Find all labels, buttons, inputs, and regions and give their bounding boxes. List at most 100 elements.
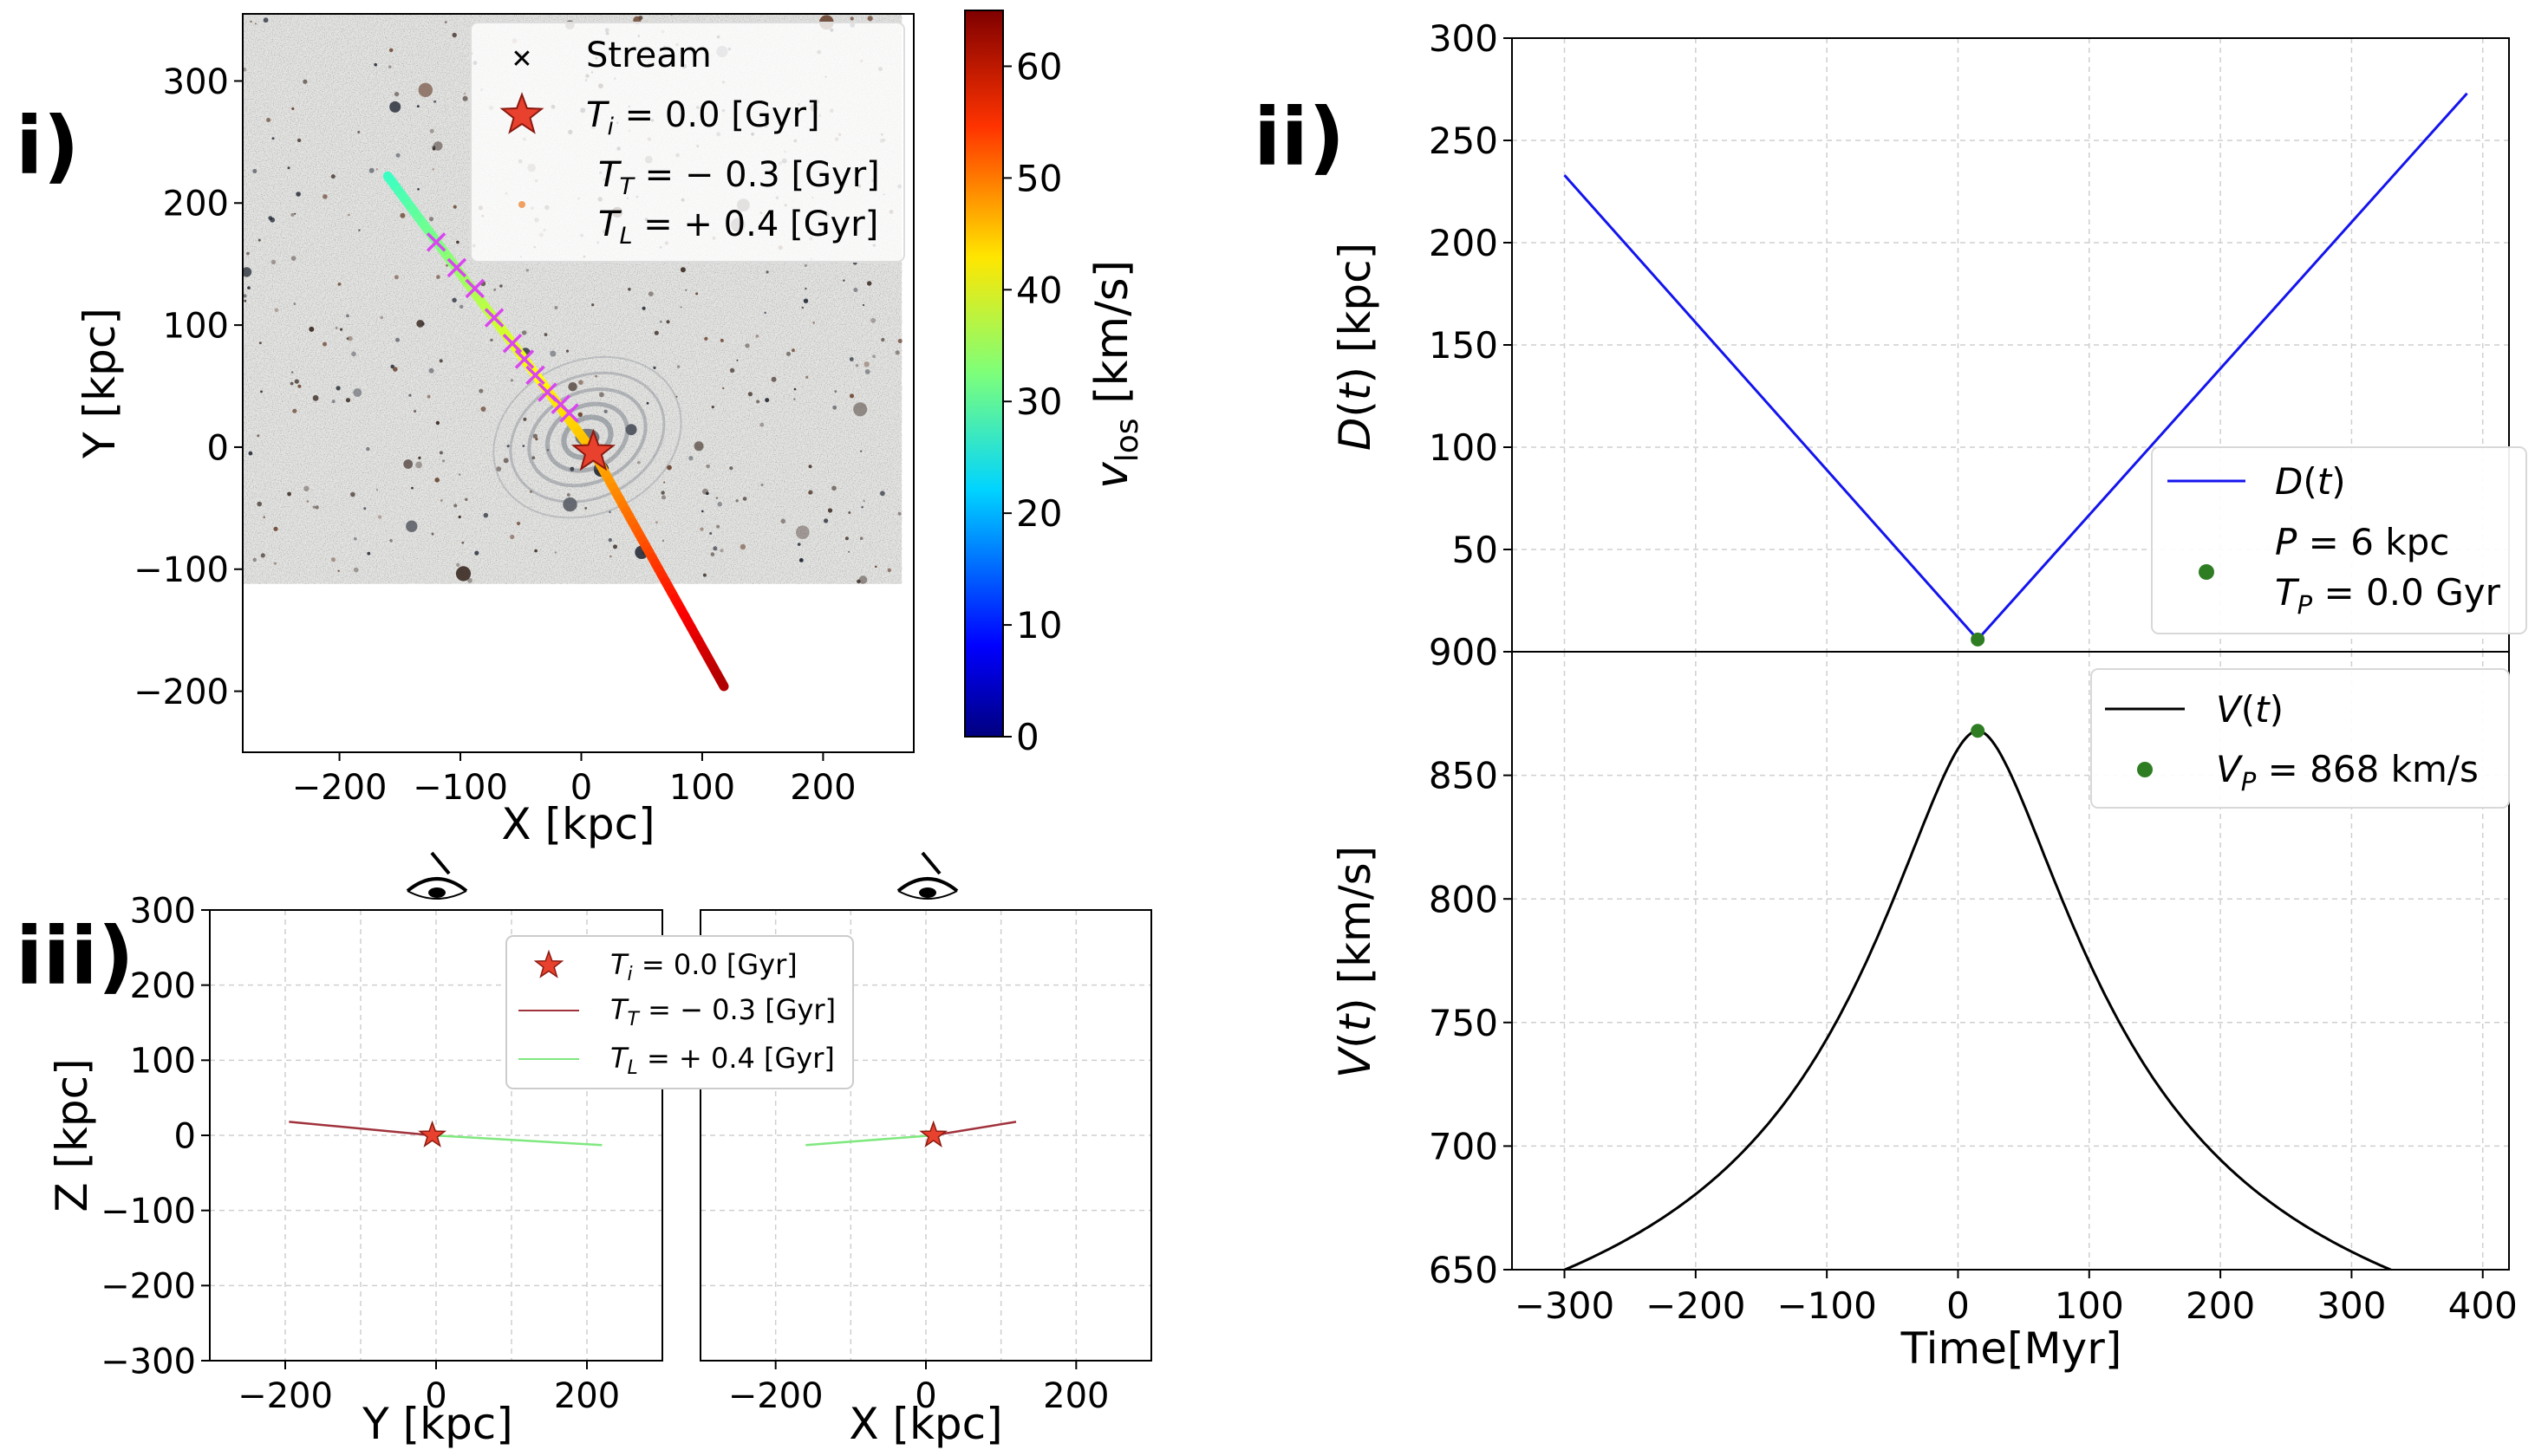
background-star (444, 21, 447, 24)
background-star (309, 326, 315, 332)
background-star (431, 532, 434, 536)
background-star (554, 551, 557, 554)
background-star (388, 65, 392, 68)
y-tick-label: 0 (207, 428, 229, 468)
background-star (853, 288, 858, 292)
background-star (294, 379, 299, 384)
background-star (797, 543, 801, 546)
x-tick-label: 0 (570, 768, 592, 808)
panel-ii-bottom-ylabel: V(t) [km/s] (1330, 846, 1380, 1078)
background-star (340, 328, 343, 331)
orbit-line (432, 1134, 603, 1147)
background-star (510, 534, 515, 540)
colorbar-tick-label: 40 (1016, 269, 1062, 311)
background-star (411, 486, 414, 490)
background-star (867, 16, 873, 22)
ti-star-marker (570, 428, 616, 471)
background-star (702, 573, 707, 577)
background-star (270, 217, 276, 223)
background-star (271, 137, 275, 140)
background-star (290, 256, 297, 261)
background-star (337, 569, 340, 572)
background-star (646, 401, 649, 405)
background-star (655, 521, 658, 524)
background-star (406, 520, 418, 532)
background-star (294, 212, 297, 215)
background-star (628, 288, 631, 291)
legend-star-icon (499, 92, 544, 134)
y-tick-label: 200 (130, 966, 196, 1006)
background-star (663, 481, 666, 484)
background-star (853, 402, 868, 417)
panel-ii-bottom-axes: −300 −200 −100 0 100 200 300 400 650 700 750 800 850… (1429, 631, 2518, 1327)
background-star (331, 557, 336, 562)
panel-ii-frame (1511, 37, 2510, 1271)
y-tick-label: 0 (174, 1116, 196, 1156)
background-star (335, 327, 338, 329)
background-star (895, 350, 900, 355)
background-star (459, 304, 464, 309)
panel-iii-right-xlabel: X [kpc] (849, 1399, 1002, 1449)
x-stroke (446, 257, 467, 278)
panel-ii-bottom-data (1563, 724, 2395, 1270)
background-star (648, 291, 654, 296)
orbit-line (805, 1134, 934, 1147)
background-star (290, 381, 294, 386)
panel-i-ylabel: Y [kpc] (75, 308, 125, 459)
background-star (694, 441, 704, 452)
y-tick-label: 300 (130, 891, 196, 931)
background-star (506, 445, 510, 448)
legend-label-p: P = 6 kpc (2275, 521, 2449, 563)
background-star (522, 330, 527, 335)
background-star (857, 579, 861, 584)
stream-x-marker (559, 403, 579, 423)
background-star (710, 552, 715, 556)
background-star (523, 417, 527, 421)
background-star (844, 536, 849, 541)
orbit-line (933, 1121, 1017, 1137)
x-tick-label: 100 (2055, 1284, 2124, 1327)
background-star (452, 297, 457, 302)
background-star (293, 302, 297, 305)
background-star (666, 320, 670, 324)
background-star (345, 398, 351, 403)
background-star (312, 505, 316, 509)
background-star (480, 406, 486, 412)
background-star (273, 526, 278, 531)
x-stroke (465, 278, 485, 299)
background-star (453, 504, 458, 508)
background-star (395, 337, 400, 342)
x-tick-label: −200 (728, 1376, 824, 1416)
x-tick-label: 200 (1043, 1376, 1109, 1416)
background-star (393, 367, 398, 372)
background-star (661, 491, 665, 495)
background-star (429, 128, 434, 133)
background-star (436, 275, 440, 279)
y-tick-label: 200 (1429, 222, 1498, 264)
trail-segment (715, 675, 729, 692)
background-star (427, 394, 431, 399)
background-star (380, 315, 384, 320)
background-star (287, 491, 291, 497)
background-star (429, 217, 433, 222)
background-star (440, 499, 443, 502)
background-star (525, 269, 530, 272)
background-star (417, 188, 420, 191)
panel-ii-top-axes: 0 50 100 150 200 250 300 (1429, 17, 1512, 673)
background-star (464, 92, 466, 95)
background-star (479, 388, 484, 393)
y-tick-label: 50 (1452, 529, 1498, 571)
background-star (715, 497, 719, 499)
background-star (706, 491, 709, 496)
background-star (368, 167, 375, 173)
background-star (493, 288, 497, 291)
background-star (812, 322, 815, 324)
background-star (453, 205, 457, 209)
background-star (544, 333, 548, 336)
background-star (439, 359, 443, 363)
background-star (446, 263, 448, 267)
background-star (804, 263, 808, 267)
panel-ii-bottom-legend: V(t) VP = 868 km/s (2090, 668, 2510, 809)
background-star (257, 238, 261, 242)
